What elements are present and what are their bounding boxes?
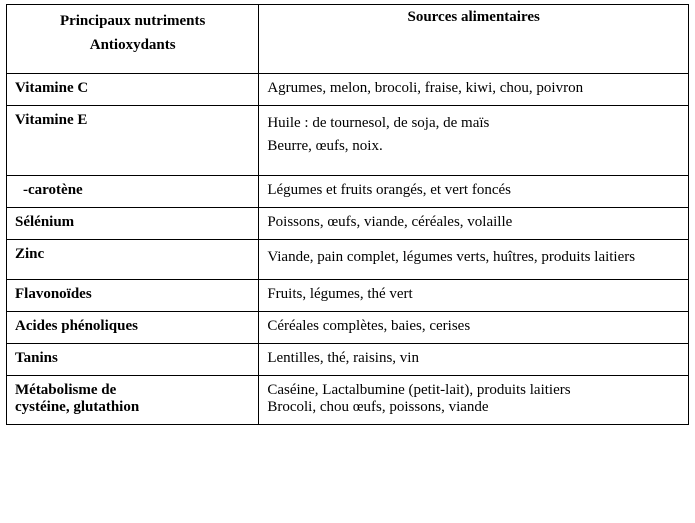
table-row: Sélénium Poissons, œufs, viande, céréale…	[7, 208, 689, 240]
table-row: -carotène Légumes et fruits orangés, et …	[7, 176, 689, 208]
nutrient-name-line2: cystéine, glutathion	[15, 399, 139, 415]
table-row: Vitamine E Huile : de tournesol, de soja…	[7, 106, 689, 176]
food-sources: Poissons, œufs, viande, céréales, volail…	[259, 208, 689, 240]
nutrient-name: Métabolisme de cystéine, glutathion	[7, 376, 259, 425]
food-sources-line1: Caséine, Lactalbumine (petit-lait), prod…	[267, 382, 570, 398]
food-sources-line1: Huile : de tournesol, de soja, de maïs	[267, 115, 489, 131]
nutrient-name: Zinc	[7, 240, 259, 280]
table-body: Vitamine C Agrumes, melon, brocoli, frai…	[7, 74, 689, 425]
table-row: Acides phénoliques Céréales complètes, b…	[7, 312, 689, 344]
food-sources: Huile : de tournesol, de soja, de maïs B…	[259, 106, 689, 176]
nutrient-name: Sélénium	[7, 208, 259, 240]
nutrient-name: Tanins	[7, 344, 259, 376]
header-row: Principaux nutriments Antioxydants Sourc…	[7, 5, 689, 74]
table-row: Flavonoïdes Fruits, légumes, thé vert	[7, 280, 689, 312]
food-sources-line2: Beurre, œufs, noix.	[267, 138, 382, 154]
food-sources: Fruits, légumes, thé vert	[259, 280, 689, 312]
nutrients-table: Principaux nutriments Antioxydants Sourc…	[6, 4, 689, 425]
food-sources: Agrumes, melon, brocoli, fraise, kiwi, c…	[259, 74, 689, 106]
table-row: Zinc Viande, pain complet, légumes verts…	[7, 240, 689, 280]
header-col2: Sources alimentaires	[259, 5, 689, 74]
header-col1-line1: Principaux nutriments	[60, 13, 205, 29]
food-sources: Céréales complètes, baies, cerises	[259, 312, 689, 344]
nutrient-name: Vitamine E	[7, 106, 259, 176]
table-head: Principaux nutriments Antioxydants Sourc…	[7, 5, 689, 74]
nutrient-name-line1: Métabolisme de	[15, 382, 116, 398]
nutrient-name: Vitamine C	[7, 74, 259, 106]
nutrient-name: Flavonoïdes	[7, 280, 259, 312]
table-row: Tanins Lentilles, thé, raisins, vin	[7, 344, 689, 376]
header-col1: Principaux nutriments Antioxydants	[7, 5, 259, 74]
page-root: Principaux nutriments Antioxydants Sourc…	[0, 0, 695, 523]
nutrient-name: Acides phénoliques	[7, 312, 259, 344]
food-sources: Caséine, Lactalbumine (petit-lait), prod…	[259, 376, 689, 425]
food-sources: Viande, pain complet, légumes verts, huî…	[259, 240, 689, 280]
table-row: Vitamine C Agrumes, melon, brocoli, frai…	[7, 74, 689, 106]
nutrient-name: -carotène	[7, 176, 259, 208]
table-row: Métabolisme de cystéine, glutathion Casé…	[7, 376, 689, 425]
header-col1-line2: Antioxydants	[90, 37, 176, 53]
food-sources: Lentilles, thé, raisins, vin	[259, 344, 689, 376]
food-sources-line2: Brocoli, chou œufs, poissons, viande	[267, 399, 488, 415]
food-sources: Légumes et fruits orangés, et vert foncé…	[259, 176, 689, 208]
